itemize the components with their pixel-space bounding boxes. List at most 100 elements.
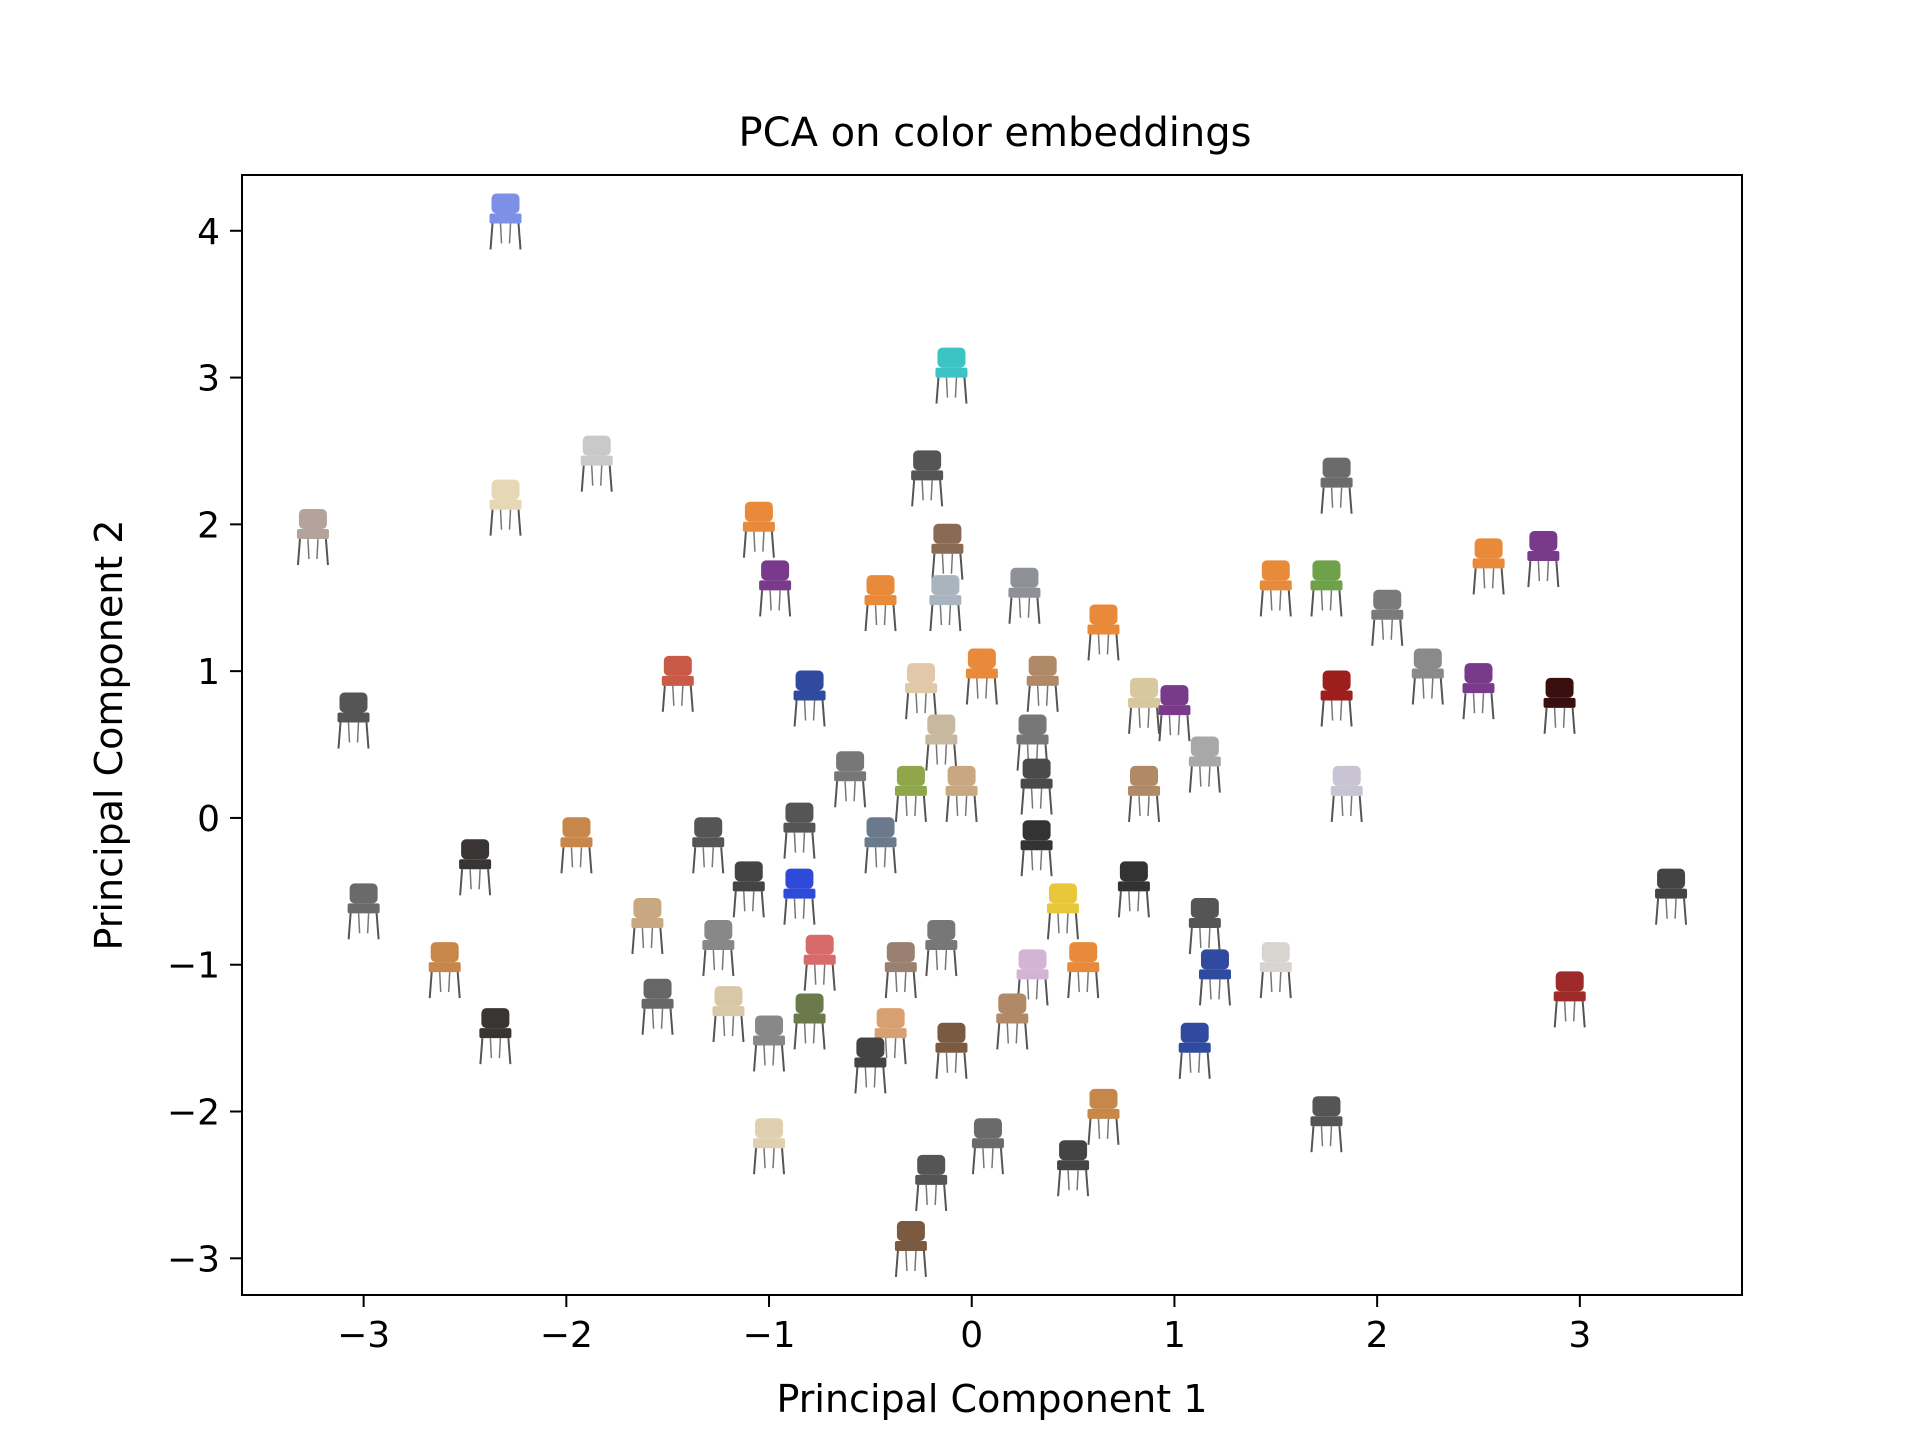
data-point-chair (641, 978, 674, 1035)
data-point-chair (753, 1118, 786, 1175)
data-point-chair (1543, 677, 1576, 734)
data-point-chair (834, 751, 867, 808)
data-point-chair (931, 523, 964, 580)
data-point-chair (1128, 677, 1161, 734)
data-point-chair (935, 1022, 968, 1079)
data-point-chair (783, 868, 816, 925)
data-point-chair (925, 920, 958, 977)
data-point-chair (1016, 949, 1049, 1006)
data-point-chair (925, 714, 958, 771)
data-point-chair (337, 692, 370, 749)
x-tick-label: 1 (1163, 1315, 1186, 1356)
data-point-chair (1259, 560, 1292, 617)
data-point-chair (732, 861, 765, 918)
data-point-chair (793, 670, 826, 727)
data-point-chair (884, 942, 917, 999)
data-point-chair (1411, 648, 1444, 705)
y-tick-label: −1 (167, 946, 220, 987)
y-tick-label: −2 (167, 1093, 220, 1134)
x-tick-label: −3 (337, 1315, 390, 1356)
data-point-chair (479, 1008, 512, 1065)
data-point-chair (911, 450, 944, 507)
data-point-chair (692, 817, 725, 874)
data-point-chair (1026, 655, 1059, 712)
data-point-chair (783, 802, 816, 859)
data-point-chair (1087, 1088, 1120, 1145)
data-point-chair (1188, 736, 1221, 793)
data-point-chair (296, 509, 329, 566)
data-point-chair (929, 575, 962, 632)
data-point-chair (1371, 589, 1404, 646)
chart-title: PCA on color embeddings (739, 110, 1252, 156)
data-point-chair (1020, 758, 1053, 815)
data-point-chair (1472, 538, 1505, 595)
data-point-chair (753, 1015, 786, 1072)
data-point-chair (965, 648, 998, 705)
y-tick-label: 3 (197, 359, 220, 400)
data-point-chair (971, 1118, 1004, 1175)
data-point-chair (1188, 898, 1221, 955)
data-point-chair (580, 435, 613, 492)
data-point-chair (1310, 1096, 1343, 1153)
data-point-chair (854, 1037, 887, 1094)
data-point-chair (1553, 971, 1586, 1028)
data-point-chair (428, 942, 461, 999)
y-axis-label: Principal Component 2 (87, 520, 131, 951)
data-point-chair (1198, 949, 1231, 1006)
x-tick-label: 0 (960, 1315, 983, 1356)
data-point-chair (1057, 1140, 1090, 1197)
data-point-chair (742, 501, 775, 558)
data-point-chair (1310, 560, 1343, 617)
data-point-chair (874, 1008, 907, 1065)
data-point-chair (894, 765, 927, 822)
y-tick-label: 4 (197, 212, 220, 253)
data-point-chair (996, 993, 1029, 1050)
data-point-chair (1020, 820, 1053, 877)
data-point-chair (935, 347, 968, 404)
data-point-chair (560, 817, 593, 874)
data-point-chair (793, 993, 826, 1050)
data-point-chair (489, 479, 522, 536)
data-point-chair (1117, 861, 1150, 918)
data-point-chair (489, 193, 522, 250)
plot-area (242, 175, 1742, 1295)
data-point-chair (347, 883, 380, 940)
data-point-chair (1158, 685, 1191, 742)
y-tick-label: 2 (197, 505, 220, 546)
y-tick-label: 1 (197, 652, 220, 693)
data-point-chair (1462, 663, 1495, 720)
x-axis: −3 −2 −1 0 1 2 3 (337, 1295, 1591, 1356)
data-point-chair (1259, 942, 1292, 999)
data-point-chair (661, 655, 694, 712)
data-point-chair (702, 920, 735, 977)
data-point-chair (1527, 531, 1560, 588)
data-point-chair (864, 817, 897, 874)
y-tick-label: −3 (167, 1239, 220, 1280)
data-point-chair (945, 765, 978, 822)
x-tick-label: 2 (1366, 1315, 1389, 1356)
x-tick-label: −1 (742, 1315, 795, 1356)
data-point-chair (894, 1220, 927, 1278)
data-point-chair (803, 934, 836, 991)
plot-frame (241, 174, 1743, 1296)
data-point-chair (1178, 1022, 1211, 1079)
data-point-chair (631, 898, 664, 955)
data-point-chair (1320, 670, 1353, 727)
data-point-chair (1067, 942, 1100, 999)
data-point-chair (1330, 765, 1363, 822)
data-point-chair (1046, 883, 1079, 940)
x-axis-label: Principal Component 1 (777, 1377, 1208, 1421)
x-tick-label: −2 (540, 1315, 593, 1356)
data-point-chair (1320, 457, 1353, 514)
x-tick-label: 3 (1568, 1315, 1591, 1356)
data-point-chair (712, 986, 745, 1043)
data-point-chair (864, 575, 897, 632)
data-point-chair (1008, 567, 1041, 624)
data-points (296, 193, 1688, 1278)
data-point-chair (459, 839, 492, 896)
y-axis: −3 −2 −1 0 1 2 3 4 (167, 212, 242, 1280)
data-point-chair (1128, 765, 1161, 822)
y-tick-label: 0 (197, 799, 220, 840)
data-point-chair (1655, 868, 1688, 925)
